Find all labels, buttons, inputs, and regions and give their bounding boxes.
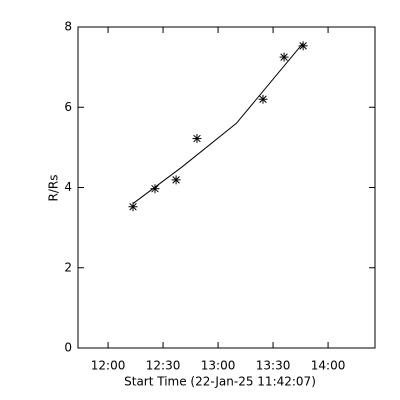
marker-stroke: [151, 184, 159, 193]
data-point: [298, 41, 308, 51]
marker-stroke: [129, 203, 137, 211]
marker-stroke: [299, 42, 307, 50]
data-point: [192, 134, 202, 144]
x-tick-label: 13:00: [201, 359, 236, 373]
plot-frame: [77, 26, 376, 349]
x-tick-label: 13:30: [256, 359, 291, 373]
y-tick-label: 4: [64, 180, 72, 194]
data-point: [150, 184, 160, 194]
y-tick-label: 6: [64, 100, 72, 114]
y-axis-label: R/Rs: [47, 175, 61, 202]
x-axis-label: Start Time (22-Jan-25 11:42:07): [124, 375, 316, 389]
y-tick-label: 8: [64, 20, 72, 34]
x-tick-label: 12:00: [91, 359, 126, 373]
fit-line: [132, 42, 304, 204]
marker-stroke: [172, 176, 180, 184]
marker-stroke: [280, 53, 288, 61]
marker-stroke: [193, 134, 201, 143]
y-tick-label: 0: [64, 341, 72, 355]
data-point: [258, 94, 268, 104]
data-point: [128, 202, 138, 212]
data-point: [171, 175, 181, 185]
data-point: [279, 52, 289, 62]
x-tick-label: 12:30: [146, 359, 181, 373]
y-tick-label: 2: [64, 260, 72, 274]
x-tick-label: 14:00: [311, 359, 346, 373]
marker-stroke: [259, 95, 267, 103]
